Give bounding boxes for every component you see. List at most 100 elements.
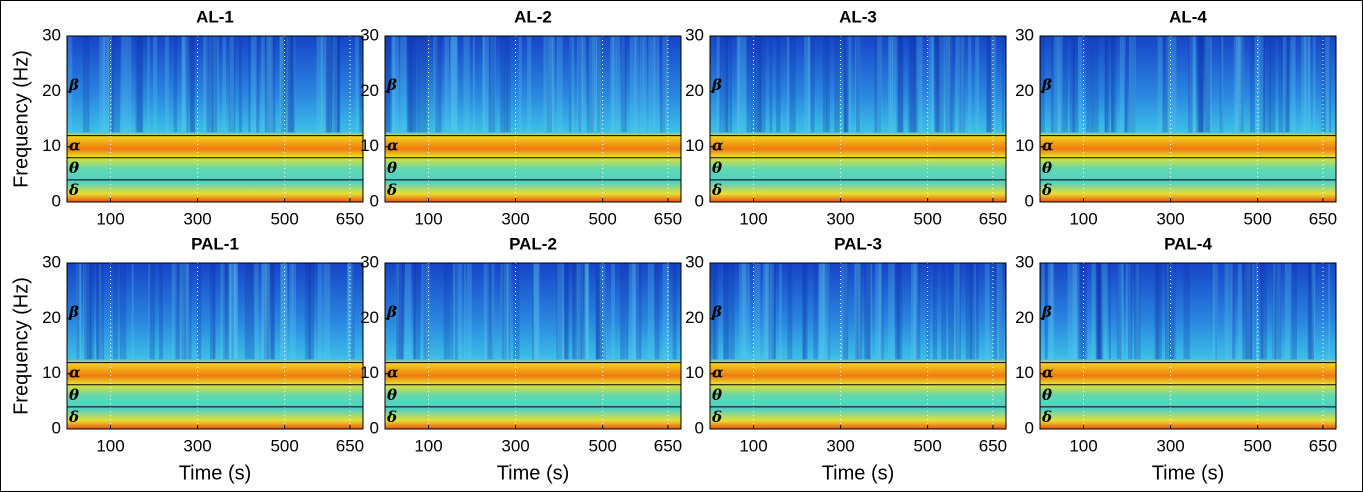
texture — [349, 263, 355, 360]
x-tick-label: 650 — [979, 436, 1007, 455]
texture — [955, 263, 961, 360]
texture — [84, 263, 91, 360]
texture — [171, 263, 178, 360]
texture — [183, 263, 186, 360]
x-tick-label: 500 — [270, 436, 298, 455]
texture — [1231, 263, 1236, 360]
texture — [1041, 263, 1045, 360]
texture — [1278, 36, 1284, 133]
texture — [1312, 36, 1316, 133]
texture — [857, 263, 862, 360]
texture — [729, 263, 735, 360]
x-tick-label: 300 — [183, 436, 211, 455]
texture — [326, 36, 332, 133]
texture — [423, 263, 430, 360]
y-tick-label: 30 — [42, 252, 61, 271]
texture — [209, 36, 215, 133]
texture — [1272, 263, 1277, 360]
texture — [888, 263, 895, 360]
texture — [332, 36, 338, 133]
texture — [1205, 36, 1212, 133]
texture — [1282, 36, 1288, 133]
texture — [147, 36, 150, 133]
band-label: δ — [1041, 408, 1052, 426]
texture — [500, 263, 504, 360]
texture — [482, 36, 490, 133]
texture — [227, 263, 232, 360]
band-label: β — [386, 76, 397, 94]
texture — [1311, 263, 1315, 360]
texture — [1072, 263, 1080, 360]
texture — [1245, 263, 1252, 360]
spectrogram — [710, 36, 1006, 202]
plot-frame — [66, 35, 364, 203]
texture — [826, 36, 831, 133]
texture — [148, 263, 151, 360]
band-label: α — [69, 364, 81, 382]
texture — [740, 36, 747, 133]
band-label: θ — [712, 386, 722, 404]
x-axis-label: Time (s) — [179, 462, 252, 484]
texture — [137, 36, 144, 133]
texture — [96, 263, 102, 360]
texture — [759, 36, 766, 133]
texture — [841, 263, 848, 360]
texture — [279, 36, 285, 133]
texture — [406, 36, 414, 133]
texture — [463, 263, 467, 360]
texture — [928, 36, 934, 133]
plot-frame — [384, 262, 682, 430]
texture — [723, 263, 726, 360]
texture — [250, 36, 258, 133]
texture — [810, 36, 815, 133]
texture — [1069, 36, 1075, 133]
texture — [1224, 263, 1230, 360]
texture — [102, 36, 109, 133]
x-axis-label: Time (s) — [497, 462, 570, 484]
chart-title: PAL-3 — [834, 234, 882, 253]
texture — [454, 263, 458, 360]
texture — [115, 36, 120, 133]
texture — [1259, 263, 1264, 360]
texture — [1204, 36, 1211, 133]
texture — [1193, 36, 1197, 133]
texture — [629, 36, 637, 133]
texture — [625, 263, 629, 360]
x-tick-label: 500 — [588, 209, 616, 228]
texture — [844, 36, 848, 133]
texture — [113, 263, 118, 360]
texture — [596, 263, 603, 360]
band-label: β — [68, 303, 79, 321]
texture — [248, 36, 251, 133]
texture — [532, 263, 535, 360]
texture — [446, 36, 450, 133]
texture — [396, 263, 400, 360]
texture — [875, 263, 882, 360]
texture — [965, 263, 972, 360]
texture — [650, 263, 654, 360]
texture — [1249, 36, 1256, 133]
texture — [1050, 263, 1053, 360]
plot-frame — [1039, 262, 1337, 430]
texture — [737, 36, 740, 133]
texture — [320, 36, 326, 133]
texture — [214, 36, 219, 133]
texture — [209, 263, 215, 360]
texture — [754, 263, 761, 360]
texture — [1183, 263, 1190, 360]
texture — [454, 36, 458, 133]
texture — [336, 36, 340, 133]
texture — [578, 263, 583, 360]
texture — [399, 263, 404, 360]
texture — [443, 263, 451, 360]
texture — [1189, 36, 1196, 133]
texture — [957, 263, 960, 360]
texture — [948, 263, 955, 360]
x-tick-label: 100 — [414, 436, 442, 455]
y-tick-label: 0 — [370, 191, 379, 210]
texture — [568, 36, 572, 133]
texture — [725, 36, 729, 133]
texture — [647, 263, 650, 360]
texture — [894, 263, 900, 360]
texture — [111, 36, 116, 133]
